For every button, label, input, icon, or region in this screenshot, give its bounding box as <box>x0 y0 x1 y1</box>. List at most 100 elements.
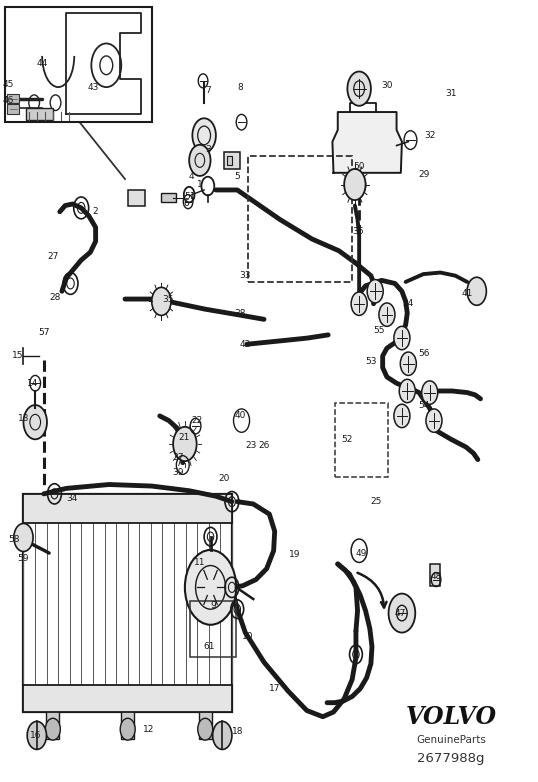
Circle shape <box>45 719 60 740</box>
Bar <box>8 94 19 103</box>
Bar <box>121 708 134 739</box>
Text: 27: 27 <box>47 253 59 261</box>
Circle shape <box>344 169 365 200</box>
Bar <box>226 156 232 165</box>
Circle shape <box>213 721 232 749</box>
Text: 49: 49 <box>356 549 367 558</box>
Text: 34: 34 <box>66 494 77 503</box>
Text: 30: 30 <box>381 81 393 90</box>
Bar <box>8 104 19 113</box>
Text: 4: 4 <box>189 172 195 181</box>
Circle shape <box>197 719 213 740</box>
Text: 53: 53 <box>365 357 377 366</box>
Text: 42: 42 <box>239 339 251 349</box>
Text: 24: 24 <box>403 300 414 308</box>
Bar <box>224 152 240 169</box>
Circle shape <box>426 409 442 432</box>
Text: 52: 52 <box>341 435 352 444</box>
Text: 26: 26 <box>258 441 270 450</box>
Text: 16: 16 <box>30 731 41 740</box>
Text: 11: 11 <box>194 558 206 567</box>
Text: 37: 37 <box>173 453 184 461</box>
Bar <box>24 494 232 523</box>
Circle shape <box>120 719 135 740</box>
Text: 19: 19 <box>289 550 301 559</box>
Circle shape <box>379 303 395 326</box>
Bar <box>24 494 232 712</box>
Circle shape <box>173 427 197 461</box>
Text: 20: 20 <box>218 474 230 482</box>
Text: 9: 9 <box>210 601 216 610</box>
Text: 14: 14 <box>27 378 39 388</box>
Polygon shape <box>332 112 402 173</box>
Circle shape <box>388 594 415 633</box>
Text: 29: 29 <box>419 170 430 179</box>
Circle shape <box>467 278 486 305</box>
Bar <box>26 108 53 120</box>
Text: 25: 25 <box>371 497 382 506</box>
Text: 39: 39 <box>173 468 184 477</box>
Text: 45: 45 <box>3 81 14 89</box>
Bar <box>248 156 352 282</box>
Text: 2677988g: 2677988g <box>417 752 485 766</box>
Bar <box>5 7 152 122</box>
Text: 48: 48 <box>430 572 442 581</box>
Bar <box>430 564 441 586</box>
Circle shape <box>394 404 410 428</box>
Text: 5: 5 <box>235 172 240 181</box>
Circle shape <box>24 405 47 439</box>
Text: 2: 2 <box>93 207 98 217</box>
Text: 54: 54 <box>419 400 430 410</box>
Text: 61: 61 <box>204 642 215 651</box>
Text: 21: 21 <box>178 433 189 443</box>
Text: 40: 40 <box>234 411 246 421</box>
Circle shape <box>399 379 415 403</box>
Circle shape <box>367 280 383 303</box>
Text: 7: 7 <box>205 87 211 95</box>
Text: 15: 15 <box>12 351 24 361</box>
Text: 50: 50 <box>353 162 365 171</box>
Text: 22: 22 <box>192 416 203 425</box>
Circle shape <box>14 523 33 551</box>
Text: 8: 8 <box>237 83 243 91</box>
Text: VOLVO: VOLVO <box>406 705 497 729</box>
Text: 41: 41 <box>462 289 473 298</box>
Circle shape <box>152 287 171 315</box>
Bar <box>24 685 232 712</box>
Text: 44: 44 <box>37 59 48 68</box>
Text: 55: 55 <box>373 326 385 335</box>
Text: 58: 58 <box>8 535 19 543</box>
Text: 10: 10 <box>242 632 254 641</box>
Text: 28: 28 <box>50 293 61 302</box>
Circle shape <box>394 326 410 350</box>
Text: 33: 33 <box>239 271 251 280</box>
Circle shape <box>193 118 216 152</box>
Text: 35: 35 <box>162 296 174 304</box>
Bar <box>190 601 236 658</box>
Circle shape <box>348 71 371 106</box>
Text: 57: 57 <box>38 328 49 337</box>
Circle shape <box>400 352 416 375</box>
Bar <box>161 193 176 203</box>
Text: 47: 47 <box>394 608 406 618</box>
Text: 18: 18 <box>231 727 243 736</box>
Text: 56: 56 <box>419 349 430 358</box>
Text: 6: 6 <box>183 199 189 209</box>
Text: 46: 46 <box>3 96 14 105</box>
Text: 51: 51 <box>185 192 196 201</box>
Circle shape <box>189 145 210 176</box>
Circle shape <box>351 292 367 315</box>
Circle shape <box>185 550 236 625</box>
Text: 38: 38 <box>234 309 246 317</box>
Bar <box>46 708 59 739</box>
Text: 59: 59 <box>18 554 29 563</box>
Bar <box>335 403 388 477</box>
Text: 13: 13 <box>18 414 29 423</box>
Text: 36: 36 <box>352 227 363 235</box>
Text: 17: 17 <box>269 684 280 693</box>
Text: 43: 43 <box>87 83 98 91</box>
Text: 3: 3 <box>205 145 211 154</box>
Circle shape <box>27 721 46 749</box>
Bar <box>199 708 211 739</box>
Text: 1: 1 <box>197 180 203 189</box>
